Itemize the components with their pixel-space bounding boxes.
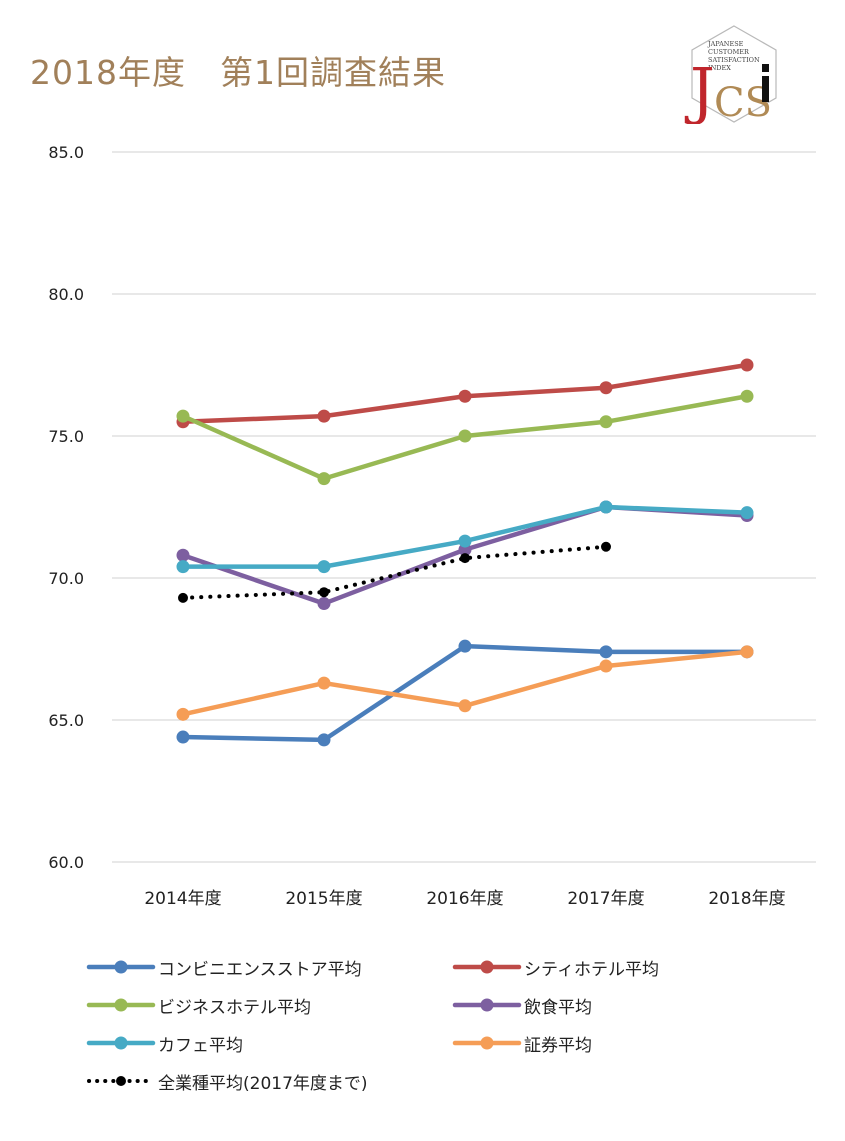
series-point — [458, 429, 472, 443]
series-point — [458, 534, 472, 548]
legend-marker — [116, 1076, 126, 1086]
legend-swatch — [452, 960, 522, 974]
series-point — [176, 560, 190, 574]
series-point — [740, 389, 754, 403]
series-point — [176, 730, 190, 744]
series-point — [319, 587, 329, 598]
series-point — [317, 733, 331, 747]
series-point — [601, 541, 611, 552]
series-point — [458, 389, 472, 403]
y-tick-label: 70.0 — [48, 569, 84, 588]
x-tick-label: 2016年度 — [426, 889, 503, 909]
logo-caption-line-1: JAPANESE — [707, 40, 744, 48]
legend-item: コンビニエンスストア平均 — [86, 953, 362, 981]
logo-letter-i-stem — [762, 76, 769, 102]
jcsi-logo: JAPANESE CUSTOMER SATISFACTION INDEX J C… — [684, 25, 777, 124]
series-point — [317, 409, 331, 423]
series-point — [178, 592, 188, 603]
x-tick-label: 2015年度 — [285, 889, 362, 909]
legend-swatch — [86, 1036, 156, 1050]
series-point — [460, 553, 470, 564]
series-point — [740, 506, 754, 520]
legend-marker — [114, 1036, 128, 1050]
series-point — [317, 676, 331, 690]
chart-legend: コンビニエンスストア平均 シティホテル平均ビジネスホテル平均 飲食平均カフェ平均 証券… — [86, 953, 806, 1103]
series-point — [458, 699, 472, 713]
series-point — [176, 548, 190, 562]
legend-item: シティホテル平均 — [452, 953, 659, 981]
logo-caption-line-4: INDEX — [708, 64, 731, 72]
logo-hexagon-frame — [691, 25, 777, 123]
legend-label: ビジネスホテル平均 — [158, 997, 311, 1018]
legend-label: カフェ平均 — [158, 1035, 243, 1056]
series-point — [317, 472, 331, 486]
series-point — [176, 707, 190, 721]
legend-item: 飲食平均 — [452, 991, 592, 1019]
legend-label: コンビニエンスストア平均 — [158, 959, 362, 980]
series-point — [599, 500, 613, 514]
x-tick-label: 2017年度 — [567, 889, 644, 909]
legend-label: 全業種平均(2017年度まで) — [158, 1073, 368, 1094]
legend-label: 証券平均 — [524, 1035, 592, 1056]
series-point — [599, 659, 613, 673]
legend-marker — [114, 998, 128, 1012]
x-tick-label: 2014年度 — [144, 889, 221, 909]
series-point — [458, 639, 472, 653]
legend-label: シティホテル平均 — [524, 959, 659, 980]
legend-marker — [114, 960, 128, 974]
series-point — [599, 381, 613, 395]
series-point — [317, 597, 331, 611]
series-point — [176, 409, 190, 423]
legend-marker — [480, 998, 494, 1012]
logo-letter-i-dot — [762, 64, 769, 72]
legend-swatch — [452, 998, 522, 1012]
logo-caption-line-2: CUSTOMER — [708, 48, 750, 56]
legend-marker — [480, 1036, 494, 1050]
series-point — [740, 645, 754, 659]
legend-item: 全業種平均(2017年度まで) — [86, 1067, 368, 1095]
legend-marker — [480, 960, 494, 974]
legend-swatch — [86, 998, 156, 1012]
series-line — [181, 544, 608, 600]
legend-item: カフェ平均 — [86, 1029, 243, 1057]
logo-letter-j: J — [684, 54, 715, 124]
series-point — [317, 560, 331, 574]
x-tick-label: 2018年度 — [708, 889, 785, 909]
legend-swatch — [87, 1076, 155, 1086]
legend-swatch — [86, 960, 156, 974]
legend-label: 飲食平均 — [524, 997, 592, 1018]
y-tick-label: 80.0 — [48, 285, 84, 304]
series-point — [599, 645, 613, 659]
page-title: 2018年度 第1回調査結果 — [30, 53, 446, 92]
y-tick-label: 60.0 — [48, 853, 84, 872]
logo-caption-line-3: SATISFACTION — [708, 56, 760, 64]
legend-swatch — [452, 1036, 522, 1050]
y-tick-label: 85.0 — [48, 143, 84, 162]
y-tick-label: 65.0 — [48, 711, 84, 730]
legend-item: ビジネスホテル平均 — [86, 991, 311, 1019]
series-point — [599, 415, 613, 429]
legend-item: 証券平均 — [452, 1029, 592, 1057]
series-point — [740, 358, 754, 372]
y-tick-label: 75.0 — [48, 427, 84, 446]
